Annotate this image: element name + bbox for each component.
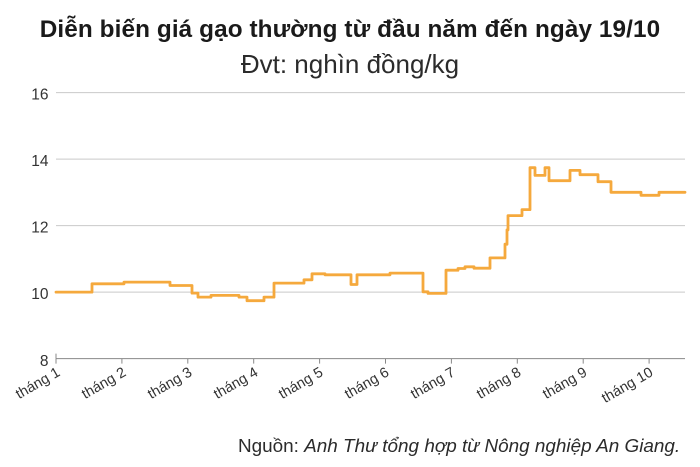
svg-text:10: 10: [31, 286, 49, 303]
svg-text:tháng 9: tháng 9: [540, 365, 590, 403]
svg-text:16: 16: [31, 87, 48, 104]
svg-text:tháng 2: tháng 2: [79, 365, 129, 403]
svg-text:tháng 8: tháng 8: [474, 365, 524, 403]
svg-text:14: 14: [31, 153, 49, 170]
svg-text:tháng 5: tháng 5: [276, 365, 326, 403]
svg-text:tháng 3: tháng 3: [145, 365, 195, 403]
svg-text:tháng 6: tháng 6: [342, 365, 392, 403]
svg-text:tháng 1: tháng 1: [13, 365, 63, 403]
svg-text:tháng 4: tháng 4: [211, 365, 261, 403]
svg-text:12: 12: [31, 220, 48, 237]
svg-text:8: 8: [40, 353, 49, 370]
svg-text:tháng 7: tháng 7: [408, 365, 458, 403]
svg-text:tháng 10: tháng 10: [599, 365, 656, 407]
